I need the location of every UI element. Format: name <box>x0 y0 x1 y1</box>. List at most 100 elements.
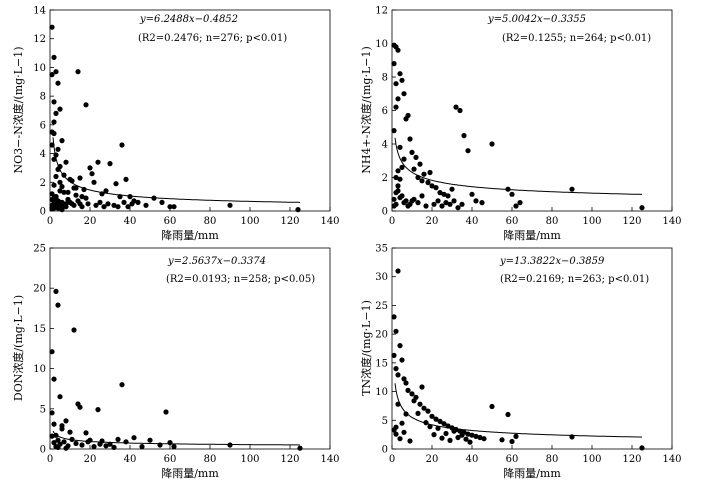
data-point <box>89 171 95 177</box>
x-tick-label: 140 <box>662 216 681 227</box>
data-point <box>401 156 407 162</box>
fit-equation: y=6.2488x−0.4852 <box>139 14 238 25</box>
fit-line <box>52 430 300 446</box>
data-point <box>513 433 519 439</box>
data-point <box>57 179 63 185</box>
data-point <box>393 424 399 430</box>
data-point <box>53 432 59 438</box>
data-point <box>397 144 403 150</box>
data-point <box>459 432 465 438</box>
data-point <box>83 430 89 436</box>
data-point <box>77 201 83 207</box>
x-tick-label: 80 <box>204 454 217 465</box>
data-point <box>97 199 103 205</box>
data-point <box>75 401 81 407</box>
x-tick-label: 140 <box>320 216 339 227</box>
data-point <box>441 191 447 197</box>
data-point <box>443 430 449 437</box>
data-point <box>411 166 417 172</box>
data-point <box>85 201 91 207</box>
data-point <box>297 445 303 451</box>
data-point <box>391 128 397 134</box>
fit-curve <box>394 383 642 438</box>
panel-no3-n: 0 20 40 60 80 100 120 140 0 2 4 6 8 10 12 14 y=6.2488x−… <box>11 6 340 243</box>
data-point <box>59 207 65 213</box>
data-point <box>167 204 173 210</box>
data-point <box>393 81 399 87</box>
data-point <box>397 176 403 182</box>
x-axis-label: 降雨量/mm <box>503 228 561 242</box>
x-axis-label: 降雨量/mm <box>161 228 219 242</box>
data-point <box>393 366 399 372</box>
data-point <box>119 382 125 388</box>
y-tick-label: 10 <box>33 63 46 74</box>
data-point <box>107 161 113 167</box>
data-point <box>445 193 451 199</box>
data-point <box>51 130 57 137</box>
x-tick-label: 40 <box>124 454 137 465</box>
data-point <box>479 200 485 206</box>
fit-equation: y=5.0042x−0.3355 <box>487 14 586 25</box>
data-point <box>71 202 77 208</box>
y-tick-label: 8 <box>382 73 388 84</box>
scatter-points <box>49 24 301 213</box>
fit-stats: (R2=0.2476; n=276; p<0.01) <box>138 33 287 44</box>
data-point <box>451 198 457 204</box>
data-point <box>395 268 401 274</box>
data-point <box>49 349 55 355</box>
y-tick-label: 0 <box>382 445 388 456</box>
data-point <box>125 204 131 210</box>
data-point <box>469 432 475 438</box>
data-point <box>85 439 91 445</box>
data-point <box>67 429 73 435</box>
data-point <box>415 410 421 416</box>
data-point <box>397 71 403 77</box>
data-point <box>391 61 397 67</box>
x-tick-label: 140 <box>320 454 339 465</box>
data-point <box>419 193 425 199</box>
x-axis-label: 降雨量/mm <box>161 466 219 480</box>
data-point <box>489 141 495 147</box>
data-point <box>117 194 123 200</box>
fit-stats: (R2=0.2169; n=263; p<0.01) <box>500 274 649 285</box>
data-point <box>147 437 153 443</box>
data-point <box>395 168 401 174</box>
y-tick-label: 35 <box>375 244 388 255</box>
data-point <box>59 423 65 429</box>
data-point <box>399 420 405 426</box>
data-point <box>393 104 399 110</box>
data-point <box>391 196 397 202</box>
x-tick-label: 40 <box>466 454 479 465</box>
data-point <box>425 408 431 414</box>
plot-frame <box>49 9 331 212</box>
data-point <box>397 343 403 349</box>
data-point <box>401 200 407 206</box>
data-point <box>411 398 417 404</box>
data-point <box>61 172 67 178</box>
data-point <box>119 142 125 148</box>
y-tick-label: 0 <box>40 207 46 218</box>
data-point <box>447 201 453 207</box>
data-point <box>431 201 437 207</box>
data-point <box>473 198 479 204</box>
data-point <box>417 401 423 407</box>
data-point <box>55 146 61 152</box>
panel-tn: 0 20 40 60 80 100 120 140 0 5 10 15 20 25 30 35 y=13.38… <box>359 244 682 481</box>
data-point <box>419 384 425 390</box>
data-point <box>477 434 483 441</box>
data-point <box>391 314 397 320</box>
data-point <box>413 154 419 160</box>
data-point <box>49 142 55 148</box>
data-point <box>63 204 69 210</box>
x-tick-label: 80 <box>204 216 217 227</box>
data-point <box>73 440 79 446</box>
data-point <box>63 159 69 165</box>
data-point <box>395 372 401 378</box>
data-point <box>69 436 75 442</box>
x-tick-label: 100 <box>240 216 259 227</box>
data-point <box>105 201 111 207</box>
data-point <box>409 391 415 397</box>
x-tick-label: 80 <box>546 216 559 227</box>
y-tick-label: 8 <box>40 92 46 103</box>
